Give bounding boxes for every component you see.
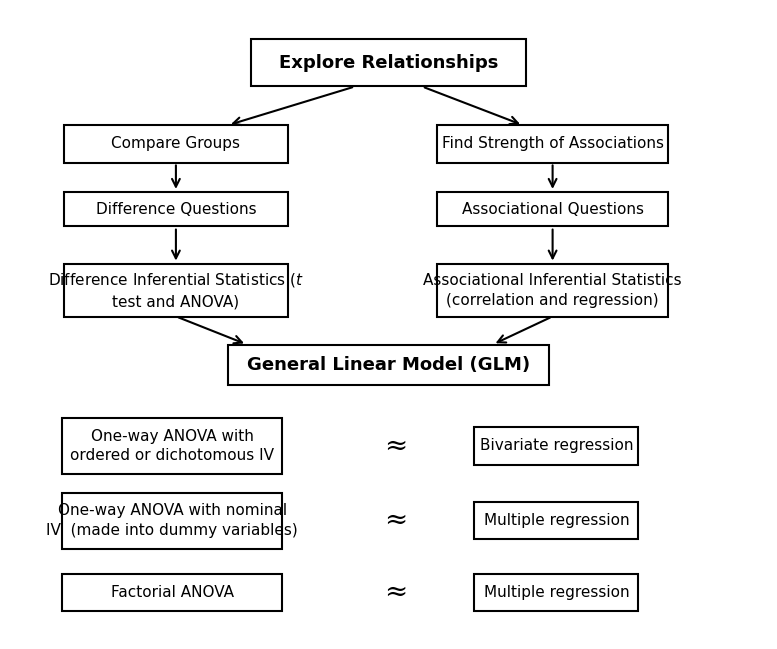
Text: One-way ANOVA with nominal
IV  (made into dummy variables): One-way ANOVA with nominal IV (made into…	[47, 504, 298, 538]
Text: Multiple regression: Multiple regression	[483, 585, 629, 600]
Text: ≈: ≈	[385, 432, 408, 459]
FancyBboxPatch shape	[437, 263, 668, 317]
Text: Find Strength of Associations: Find Strength of Associations	[441, 136, 664, 151]
Text: Associational Inferential Statistics
(correlation and regression): Associational Inferential Statistics (co…	[423, 273, 682, 308]
Text: Multiple regression: Multiple regression	[483, 513, 629, 528]
Text: Associational Questions: Associational Questions	[462, 202, 643, 217]
Text: Compare Groups: Compare Groups	[111, 136, 240, 151]
Text: Explore Relationships: Explore Relationships	[279, 54, 498, 72]
Text: One-way ANOVA with
ordered or dichotomous IV: One-way ANOVA with ordered or dichotomou…	[70, 428, 274, 463]
FancyBboxPatch shape	[64, 192, 287, 227]
Text: ≈: ≈	[385, 579, 408, 606]
FancyBboxPatch shape	[62, 574, 282, 611]
Text: Difference Inferential Statistics ($t$
test and ANOVA): Difference Inferential Statistics ($t$ t…	[48, 271, 304, 309]
FancyBboxPatch shape	[64, 125, 287, 162]
FancyBboxPatch shape	[474, 502, 639, 539]
FancyBboxPatch shape	[64, 263, 287, 317]
FancyBboxPatch shape	[474, 574, 639, 611]
FancyBboxPatch shape	[228, 345, 549, 386]
FancyBboxPatch shape	[437, 192, 668, 227]
Text: General Linear Model (GLM): General Linear Model (GLM)	[247, 356, 530, 374]
Text: Bivariate regression: Bivariate regression	[479, 439, 633, 454]
FancyBboxPatch shape	[62, 418, 282, 474]
FancyBboxPatch shape	[250, 40, 527, 86]
FancyBboxPatch shape	[62, 493, 282, 549]
FancyBboxPatch shape	[474, 427, 639, 465]
Text: Difference Questions: Difference Questions	[96, 202, 256, 217]
Text: ≈: ≈	[385, 508, 408, 534]
Text: Factorial ANOVA: Factorial ANOVA	[110, 585, 234, 600]
FancyBboxPatch shape	[437, 125, 668, 162]
